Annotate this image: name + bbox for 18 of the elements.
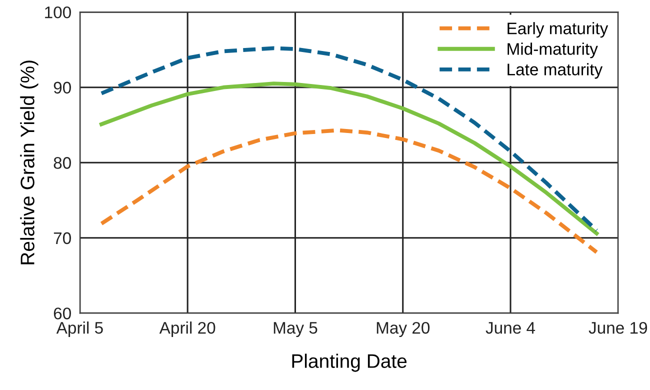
x-tick-label: May 20 <box>376 322 430 338</box>
y-tick-label: 70 <box>54 232 71 244</box>
legend-label: Early maturity <box>508 22 608 38</box>
y-tick-label: 60 <box>54 308 71 320</box>
y-tick-label: 90 <box>54 82 71 94</box>
x-tick-label: April 5 <box>56 322 103 338</box>
x-tick-label: April 20 <box>159 322 216 338</box>
legend-label: Mid-maturity <box>508 42 598 58</box>
x-tick-label: June 19 <box>588 322 648 334</box>
y-tick-label: 100 <box>45 6 71 18</box>
x-axis-title: Planting Date <box>292 354 407 372</box>
x-tick-label: May 5 <box>274 322 318 338</box>
x-tick-label: June 4 <box>486 322 536 334</box>
line-series <box>100 128 599 254</box>
line-series <box>100 82 599 236</box>
y-tick-label: 80 <box>54 157 71 169</box>
y-axis-title: Relative Grain Yield (%) <box>20 60 38 264</box>
legend-label: Late maturity <box>508 63 603 79</box>
